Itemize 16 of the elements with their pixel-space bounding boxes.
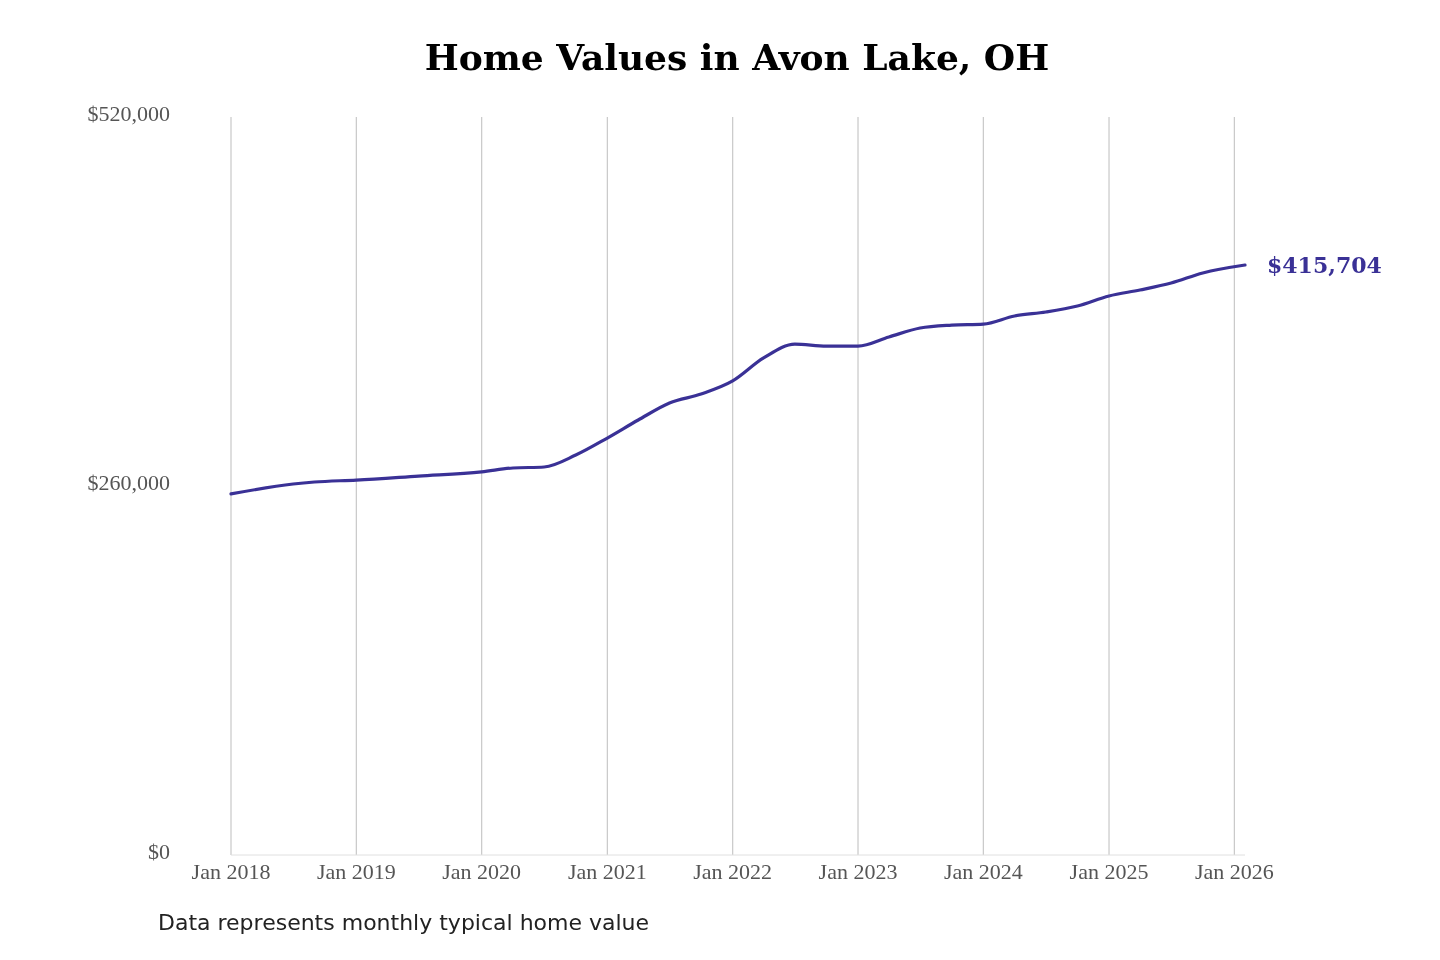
y-tick-label: $0: [148, 839, 170, 865]
x-tick-label: Jan 2026: [1194, 859, 1274, 884]
x-tick-label: Jan 2023: [818, 859, 898, 884]
text: Data represents monthly typical home value: [158, 910, 650, 935]
x-tick-label: Jan 2018: [191, 859, 271, 884]
x-tick-label: Jan 2024: [943, 859, 1023, 884]
x-tick-label: Jan 2022: [693, 859, 773, 884]
data-label: $415,704: [1267, 251, 1382, 278]
x-tick-label: Jan 2021: [567, 859, 647, 884]
x-tick-label: Jan 2019: [316, 859, 396, 884]
chart-title: Home Values in Avon Lake, OH: [424, 36, 1050, 78]
y-tick-label: $260,000: [87, 470, 170, 496]
x-tick-label: Jan 2025: [1069, 859, 1149, 884]
line-series: [229, 263, 1247, 496]
x-tick-label: Jan 2020: [442, 859, 522, 884]
y-tick-label: $520,000: [87, 101, 170, 127]
